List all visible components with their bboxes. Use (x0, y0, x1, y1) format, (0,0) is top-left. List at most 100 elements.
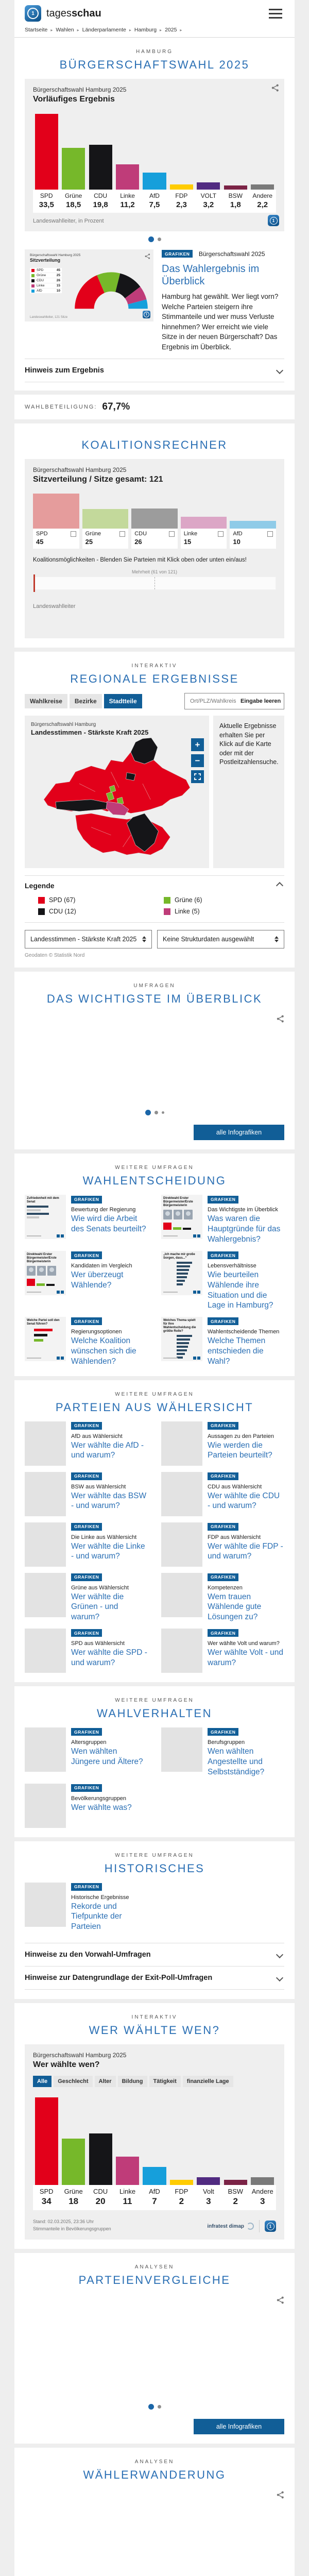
teaser-headline[interactable]: Wem trauen Wählende gute Lösungen zu? (208, 1592, 262, 1622)
koalition-bar-Grüne[interactable] (82, 509, 129, 529)
structure-data-select[interactable]: Keine Strukturdaten ausgewählt (157, 930, 284, 949)
teaser-item[interactable]: Zufriedenheit mit dem Senat GRAFIKEN Bew… (25, 1195, 148, 1244)
teaser-headline[interactable]: Rekorde und Tiefpunkte der Parteien (71, 1902, 122, 1931)
carousel-dot-2[interactable] (157, 2405, 161, 2409)
carousel-dot-1[interactable] (145, 1110, 151, 1116)
share-icon[interactable] (277, 2296, 284, 2306)
carousel-dot-1[interactable] (148, 2404, 154, 2410)
group-tab[interactable]: Tätigkeit (149, 2076, 181, 2088)
teaser-thumbnail[interactable] (161, 1572, 202, 1617)
teaser-thumbnail[interactable]: Direktwahl Erster Bürgermeister/Erste Bü… (25, 1250, 66, 1295)
teaser-thumbnail[interactable] (25, 1572, 66, 1617)
party-checkbox-AfD[interactable] (267, 531, 273, 537)
group-tab[interactable]: Alle (33, 2076, 52, 2088)
teaser-item[interactable]: GRAFIKEN CDU aus Wählersicht Wer wählte … (161, 1471, 284, 1516)
teaser-thumbnail[interactable]: Welche Partei soll den Senat führen? (25, 1317, 66, 1362)
teaser-thumbnail[interactable] (25, 1629, 66, 1673)
teaser-item[interactable]: GRAFIKEN FDP aus Wählersicht Wer wählte … (161, 1522, 284, 1567)
carousel-dot-2[interactable] (154, 1111, 158, 1115)
teaser-thumbnail[interactable] (161, 1727, 202, 1772)
teaser-headline[interactable]: Das Wahlergebnis im Überblick (162, 263, 260, 287)
teaser-item[interactable]: GRAFIKEN Altersgruppen Wen wählten Jünge… (25, 1727, 148, 1777)
koalition-bar-AfD[interactable] (230, 521, 276, 529)
hamburger-menu-icon[interactable] (267, 7, 284, 21)
teaser-thumbnail[interactable] (161, 1629, 202, 1673)
teaser-headline[interactable]: Wer wählte die AfD - und warum? (71, 1440, 144, 1460)
teaser-item[interactable]: „Ich mache mir große Sorgen, dass...“ GR… (161, 1250, 284, 1311)
party-checkbox-Grüne[interactable] (119, 531, 126, 537)
teaser-thumbnail[interactable] (25, 1882, 66, 1927)
breadcrumb-item[interactable]: Hamburg (134, 27, 157, 33)
carousel-dot-1[interactable] (148, 236, 154, 242)
share-icon[interactable] (277, 2491, 284, 2501)
teaser-thumbnail[interactable] (25, 1783, 66, 1828)
teaser-thumbnail[interactable]: „Ich mache mir große Sorgen, dass...“ (161, 1250, 202, 1295)
group-tab[interactable]: Geschlecht (54, 2076, 93, 2088)
teaser-headline[interactable]: Wen wählten Angestellte und Selbstständi… (208, 1747, 265, 1776)
teaser-item[interactable]: Welches Thema spielt für Ihre Wahlentsch… (161, 1317, 284, 1366)
teaser-headline[interactable]: Wie wird die Arbeit des Senats beurteilt… (71, 1214, 146, 1234)
teaser-thumbnail[interactable] (25, 1727, 66, 1772)
teaser-headline[interactable]: Wer wählte Volt - und warum? (208, 1648, 284, 1667)
map-level-tab[interactable]: Stadtteile (104, 694, 142, 709)
teaser-thumbnail[interactable] (25, 1471, 66, 1516)
teaser-item[interactable]: GRAFIKEN SPD aus Wählersicht Wer wählte … (25, 1629, 148, 1673)
teaser-headline[interactable]: Was waren die Hauptgründe für das Wahler… (208, 1214, 281, 1244)
teaser-thumbnail[interactable]: Direktwahl Erster Bürgermeister/Erste Bü… (161, 1195, 202, 1240)
teaser-headline[interactable]: Wer wählte was? (71, 1803, 132, 1812)
search-input[interactable] (189, 698, 241, 705)
teaser-item[interactable]: GRAFIKEN Berufsgruppen Wen wählten Anges… (161, 1727, 284, 1777)
accordion-row[interactable]: Hinweise zu den Vorwahl-Umfragen (25, 1943, 284, 1967)
tagesschau-logo-icon[interactable]: 1 (25, 5, 41, 22)
party-checkbox-Linke[interactable] (218, 531, 224, 537)
group-tab[interactable]: finanzielle Lage (182, 2076, 233, 2088)
map-fullscreen-button[interactable] (191, 770, 204, 784)
group-tab[interactable]: Bildung (117, 2076, 147, 2088)
teaser-headline[interactable]: Wie beurteilen Wählende ihre Situation u… (208, 1270, 273, 1310)
teaser-item[interactable]: GRAFIKEN AfD aus Wählersicht Wer wählte … (25, 1421, 148, 1466)
teaser-item[interactable]: GRAFIKEN Die Linke aus Wählersicht Wer w… (25, 1522, 148, 1567)
teaser-item[interactable]: GRAFIKEN BSW aus Wählersicht Wer wählte … (25, 1471, 148, 1516)
alle-infografiken-button[interactable]: alle Infografiken (194, 2419, 284, 2435)
teaser-headline[interactable]: Wer überzeugt Wählende? (71, 1270, 124, 1290)
carousel-dot-3[interactable] (161, 1111, 164, 1114)
teaser-thumbnail[interactable]: Welches Thema spielt für Ihre Wahlentsch… (161, 1317, 202, 1362)
teaser-item[interactable]: Direktwahl Erster Bürgermeister/Erste Bü… (25, 1250, 148, 1311)
seat-distribution-thumbnail[interactable]: Bürgerschaftswahl Hamburg 2025 Sitzverte… (25, 249, 153, 321)
map-zoom-out-button[interactable]: − (191, 754, 204, 768)
teaser-item[interactable]: Direktwahl Erster Bürgermeister/Erste Bü… (161, 1195, 284, 1244)
clear-input-button[interactable]: Eingabe leeren (241, 698, 281, 705)
teaser-headline[interactable]: Welche Koalition wünschen sich die Wähle… (71, 1336, 136, 1366)
teaser-headline[interactable]: Wer wählte die Grünen - und warum? (71, 1592, 124, 1622)
teaser-item[interactable]: GRAFIKEN Historische Ergebnisse Rekorde … (25, 1882, 148, 1932)
breadcrumb-item[interactable]: 2025 (165, 27, 177, 33)
share-icon[interactable] (145, 252, 150, 262)
koalition-bar-SPD[interactable] (33, 494, 79, 529)
party-checkbox-CDU[interactable] (168, 531, 175, 537)
teaser-headline[interactable]: Wer wählte die FDP - und warum? (208, 1541, 283, 1561)
teaser-item[interactable]: GRAFIKEN Aussagen zu den Parteien Wie we… (161, 1421, 284, 1466)
plz-search-box[interactable]: Eingabe leeren (184, 693, 284, 710)
teaser-thumbnail[interactable] (25, 1421, 66, 1466)
teaser-thumbnail[interactable] (161, 1471, 202, 1516)
teaser-headline[interactable]: Welche Themen entschieden die Wahl? (208, 1336, 266, 1366)
teaser-item[interactable]: GRAFIKEN Grüne aus Wählersicht Wer wählt… (25, 1572, 148, 1622)
map-zoom-in-button[interactable]: + (191, 738, 204, 752)
teaser-item[interactable]: GRAFIKEN Wer wählte Volt und warum? Wer … (161, 1629, 284, 1673)
teaser-headline[interactable]: Wer wählte die SPD - und warum? (71, 1648, 147, 1667)
teaser-item[interactable]: Welche Partei soll den Senat führen? GRA… (25, 1317, 148, 1366)
breadcrumb-item[interactable]: Startseite (25, 27, 48, 33)
group-tab[interactable]: Alter (94, 2076, 116, 2088)
carousel-dot-2[interactable] (157, 238, 161, 241)
teaser-headline[interactable]: Wen wählten Jüngere und Ältere? (71, 1747, 143, 1766)
teaser-headline[interactable]: Wer wählte das BSW - und warum? (71, 1491, 147, 1511)
accordion-hinweis-ergebnis[interactable]: Hinweis zum Ergebnis (25, 359, 284, 383)
koalition-bar-Linke[interactable] (180, 517, 227, 529)
breadcrumb-item[interactable]: Länderparlamente (82, 27, 126, 33)
chevron-up-icon[interactable] (276, 882, 284, 890)
teaser-item[interactable]: GRAFIKEN Bevölkerungsgruppen Wer wählte … (25, 1783, 148, 1828)
teaser-item[interactable]: GRAFIKEN Kompetenzen Wem trauen Wählende… (161, 1572, 284, 1622)
accordion-row[interactable]: Hinweise zur Datengrundlage der Exit-Pol… (25, 1966, 284, 1990)
teaser-headline[interactable]: Wie werden die Parteien beurteilt? (208, 1440, 272, 1460)
map-metric-select[interactable]: Landesstimmen - Stärkste Kraft 2025 (25, 930, 152, 949)
